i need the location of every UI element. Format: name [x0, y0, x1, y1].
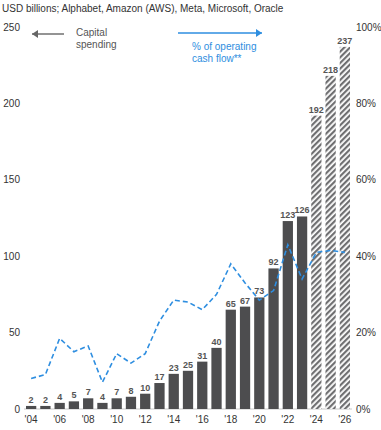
bar: [297, 216, 307, 409]
data-label: 4: [57, 392, 62, 402]
data-label: 25: [183, 360, 193, 370]
data-label: 40: [212, 337, 222, 347]
arrow-line: [178, 32, 262, 33]
data-label: 4: [100, 392, 105, 402]
bar: [254, 297, 264, 409]
y-tick-label: 0: [14, 404, 20, 415]
x-tick-label: '14: [167, 414, 180, 425]
y2-tick: [352, 332, 355, 333]
plot-area: [26, 47, 350, 409]
data-label: 8: [128, 386, 133, 396]
bar: [83, 398, 93, 409]
data-label: 31: [197, 351, 207, 361]
arrow-head: [32, 30, 38, 38]
data-label: 126: [295, 205, 310, 215]
data-label: 218: [323, 65, 338, 75]
x-tick-label: '20: [253, 414, 266, 425]
data-labels: 2245747810172325314065677392123126192218…: [29, 36, 353, 405]
y-tick-label: 200: [3, 98, 20, 109]
bar: [140, 394, 150, 409]
bar: [169, 374, 179, 409]
bar: [154, 383, 164, 409]
y2-tick: [352, 409, 355, 410]
y2-tick: [352, 27, 355, 28]
title: USD billions; Alphabet, Amazon (AWS), Me…: [2, 3, 284, 14]
y2-tick: [352, 103, 355, 104]
bar: [311, 116, 321, 409]
data-label: 65: [226, 299, 236, 309]
bar: [325, 76, 335, 409]
data-label: 92: [269, 257, 279, 267]
data-label: 237: [337, 36, 352, 46]
legend-label-line: % of operating: [192, 41, 257, 52]
y2-tick-label: 0%: [356, 404, 371, 415]
bar: [183, 371, 193, 409]
data-label: 73: [254, 286, 264, 296]
y2-tick: [352, 256, 355, 257]
bar: [197, 362, 207, 409]
data-label: 2: [29, 395, 34, 405]
y-tick-label: 150: [3, 174, 20, 185]
x-tick-label: '16: [196, 414, 209, 425]
x-tick-label: '10: [110, 414, 123, 425]
bar: [226, 310, 236, 409]
y-tick: [21, 27, 24, 28]
legend-label-line: Capital: [76, 27, 107, 38]
legend-label-line: spending: [76, 39, 117, 50]
bar: [26, 406, 36, 409]
y2-tick-label: 60%: [356, 174, 376, 185]
y2-tick-label: 100%: [356, 22, 381, 33]
y-tick: [21, 103, 24, 104]
y2-tick-label: 40%: [356, 251, 376, 262]
legend-label: % of operatingcash flow**: [192, 41, 257, 64]
bar: [97, 403, 107, 409]
x-tick-label: '26: [338, 414, 351, 425]
y-tick-label: 50: [9, 327, 21, 338]
bar: [211, 348, 221, 409]
x-tick-label: '12: [139, 414, 152, 425]
line: [31, 245, 345, 383]
y-tick: [21, 256, 24, 257]
x-tick-label: '18: [224, 414, 237, 425]
data-label: 10: [140, 383, 150, 393]
legend-label-line: cash flow**: [192, 53, 242, 64]
data-label: 17: [154, 372, 164, 382]
bar: [240, 307, 250, 409]
bar: [283, 221, 293, 409]
y-tick-label: 100: [3, 251, 20, 262]
data-label: 23: [169, 363, 179, 373]
data-label: 123: [280, 210, 295, 220]
data-label: 67: [240, 296, 250, 306]
data-label: 192: [309, 105, 324, 115]
y-tick: [21, 179, 24, 180]
x-tick-label: '24: [310, 414, 323, 425]
bar: [55, 403, 65, 409]
x-tick-label: '22: [281, 414, 294, 425]
x-tick-label: '04: [25, 414, 38, 425]
y-tick-label: 250: [3, 22, 20, 33]
bar: [69, 401, 79, 409]
data-label: 7: [86, 387, 91, 397]
data-label: 7: [114, 387, 119, 397]
bar: [126, 397, 136, 409]
data-label: 2: [43, 395, 48, 405]
y-tick: [21, 332, 24, 333]
x-tick-label: '06: [53, 414, 66, 425]
legend-label: Capitalspending: [76, 27, 117, 50]
bar: [112, 398, 122, 409]
y2-tick: [352, 179, 355, 180]
bar: [40, 406, 50, 409]
y-tick: [21, 409, 24, 410]
data-label: 5: [71, 390, 76, 400]
y2-tick-label: 80%: [356, 98, 376, 109]
x-tick-label: '08: [82, 414, 95, 425]
annotations: Capitalspending % of operatingcash flow**: [32, 27, 262, 64]
bar: [340, 47, 350, 409]
y2-tick-label: 20%: [356, 327, 376, 338]
chart: USD billions; Alphabet, Amazon (AWS), Me…: [0, 0, 381, 430]
arrow-head: [256, 29, 262, 37]
